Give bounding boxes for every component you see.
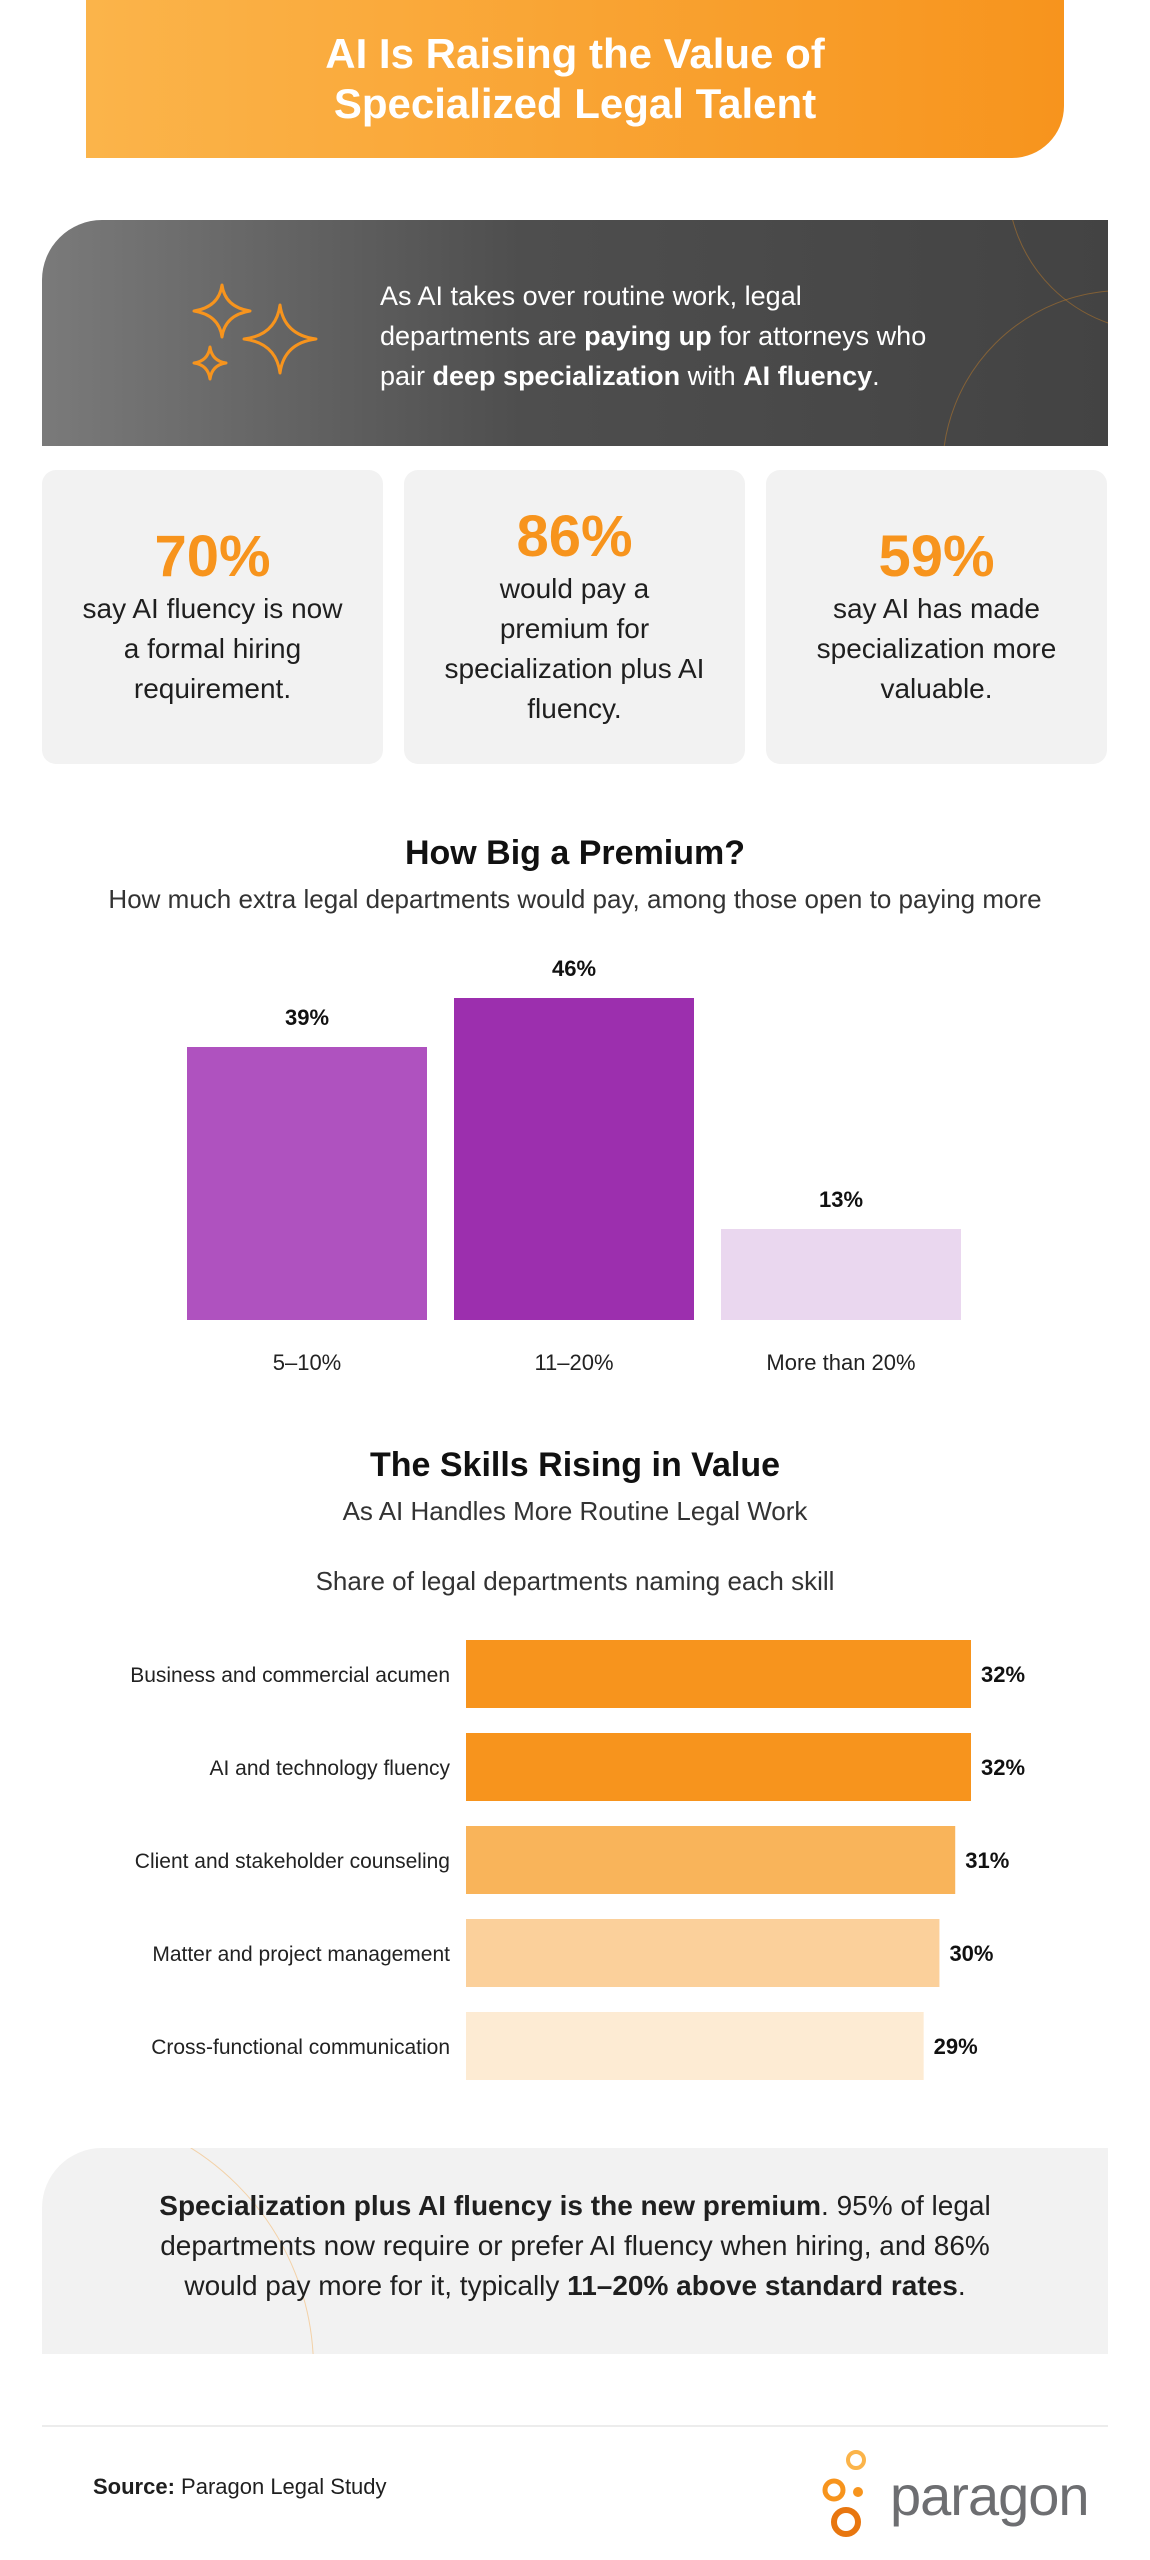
- premium-chart-subtitle: How much extra legal departments would p…: [108, 884, 1042, 914]
- bar-category-label: More than 20%: [766, 1350, 915, 1375]
- skill-value-label: 32%: [981, 1662, 1025, 1687]
- logo-wordmark: paragon: [890, 2464, 1090, 2527]
- stat-card-premium: 86% would pay a premium for specializati…: [404, 470, 745, 764]
- bar-category-label: 5–10%: [273, 1350, 342, 1375]
- bar-value-label: 46%: [552, 956, 596, 981]
- intro-text: As AI takes over routine work, legal dep…: [380, 281, 927, 391]
- paragon-logo: paragon: [820, 2448, 1090, 2544]
- premium-bar-chart: 39% 5–10% 46% 11–20% 13% More than 20%: [187, 956, 961, 1375]
- header-banner: AI Is Raising the Value of Specialized L…: [86, 0, 1064, 158]
- bar-0: [187, 1047, 427, 1320]
- bar-category-label: 11–20%: [534, 1350, 613, 1375]
- skill-category-label: Matter and project management: [152, 1943, 450, 1966]
- bar-1: [454, 998, 694, 1320]
- skill-value-label: 29%: [934, 2034, 978, 2059]
- bar-value-label: 39%: [285, 1005, 329, 1030]
- sparkles-icon: [192, 283, 318, 381]
- skill-category-label: AI and technology fluency: [210, 1757, 451, 1780]
- takeaway-panel: Specialization plus AI fluency is the ne…: [42, 2148, 1108, 2354]
- footer-divider: [42, 2425, 1108, 2427]
- bar-2: [721, 1229, 961, 1320]
- skills-chart-title: The Skills Rising in Value: [369, 1446, 780, 1484]
- takeaway-text: Specialization plus AI fluency is the ne…: [159, 2190, 991, 2301]
- paragon-circles-icon: [822, 2450, 866, 2537]
- skills-bar-chart: Business and commercial acumen 32% AI and …: [130, 1640, 1025, 2080]
- intro-panel: As AI takes over routine work, legal dep…: [42, 220, 1108, 446]
- skill-bar-4: [466, 2012, 924, 2080]
- skill-category-label: Cross-functional communication: [151, 2036, 450, 2059]
- skill-value-label: 30%: [949, 1941, 993, 1966]
- stat-description: say AI has made specialization more valu…: [816, 593, 1057, 704]
- skill-category-label: Client and stakeholder counseling: [135, 1850, 450, 1873]
- skills-chart-subtitle: As AI Handles More Routine Legal Work: [342, 1496, 808, 1526]
- skill-bar-0: [466, 1640, 971, 1708]
- stat-description: would pay a premium for specialization p…: [444, 573, 705, 724]
- skill-category-label: Business and commercial acumen: [130, 1664, 450, 1687]
- skill-bar-2: [466, 1826, 956, 1894]
- skills-chart-caption: Share of legal departments naming each s…: [315, 1566, 835, 1596]
- source-note: Source: Paragon Legal Study: [93, 2474, 387, 2499]
- skill-value-label: 32%: [981, 1755, 1025, 1780]
- page-title-line2: Specialized Legal Talent: [333, 80, 817, 127]
- skill-value-label: 31%: [965, 1848, 1009, 1873]
- stat-value: 59%: [878, 524, 995, 589]
- stat-value: 86%: [516, 504, 633, 569]
- bar-value-label: 13%: [819, 1187, 863, 1212]
- page-title-line1: AI Is Raising the Value of: [325, 30, 825, 77]
- stat-description: say AI fluency is now a formal hiring re…: [82, 593, 343, 704]
- stat-card-hiring-requirement: 70% say AI fluency is now a formal hirin…: [42, 470, 383, 764]
- stat-card-specialization: 59% say AI has made specialization more …: [766, 470, 1107, 764]
- premium-chart-title: How Big a Premium?: [404, 834, 746, 872]
- stat-value: 70%: [154, 524, 271, 589]
- skill-bar-3: [466, 1919, 940, 1987]
- skill-bar-1: [466, 1733, 971, 1801]
